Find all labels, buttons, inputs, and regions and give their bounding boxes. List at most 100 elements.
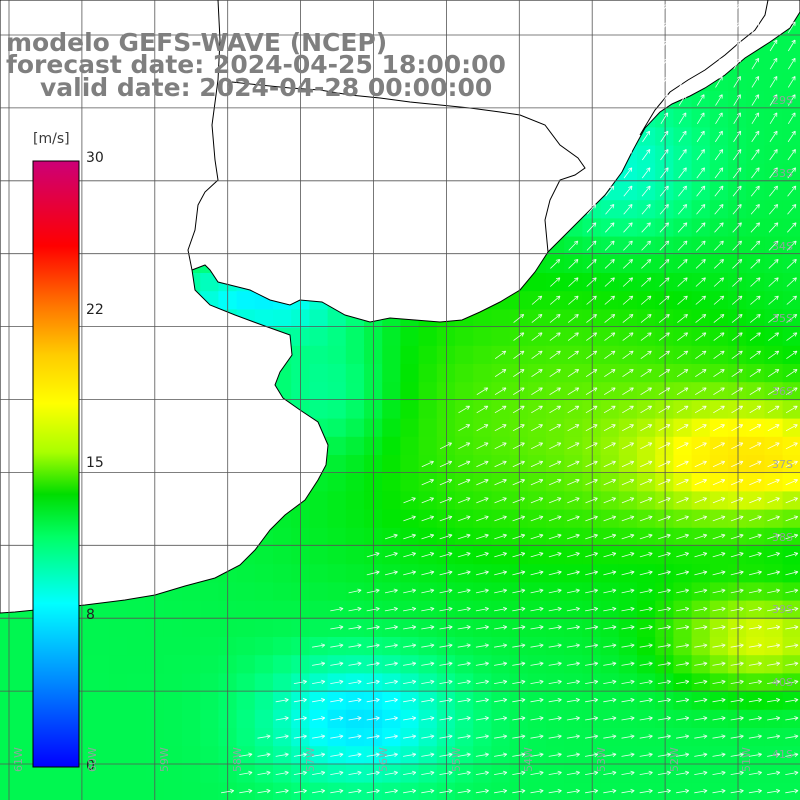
wind-arrow [330,643,344,648]
wind-arrow [566,625,580,630]
wind-cell [473,436,492,456]
wind-cell [637,236,656,256]
wind-arrow [712,716,726,721]
wind-arrow [767,442,780,450]
wind-arrow [585,734,599,739]
wind-cell [728,418,747,438]
wind-arrow [694,479,708,486]
wind-arrow [785,442,798,450]
wind-arrow [713,332,725,341]
wind-arrow [695,240,706,251]
wind-arrow [512,625,526,630]
wind-arrow [567,369,580,378]
wind-cell [309,400,329,420]
wind-arrow [312,697,326,703]
wind-arrow [785,515,799,522]
wind-arrow [750,240,761,251]
wind-arrow [785,479,799,486]
wind-arrow [659,240,670,251]
wind-cell [127,655,147,674]
wind-cell [109,764,128,784]
wind-arrow [585,515,598,522]
wind-arrow [603,479,617,486]
wind-arrow [749,460,762,468]
wind-cell [400,436,420,456]
wind-cell [600,382,620,401]
wind-arrow [767,734,781,739]
wind-arrow [694,734,708,739]
wind-arrow [512,643,526,648]
wind-arrow [769,76,778,88]
wind-cell [273,655,292,674]
wind-arrow [641,240,651,251]
wind-arrow [439,679,453,685]
colorbar-tick-8: 8 [86,607,95,623]
wind-arrow [494,533,507,540]
wind-arrow [714,149,724,161]
wind-cell [273,673,292,693]
wind-cell [728,400,747,420]
wind-arrow [457,606,471,612]
wind-arrow [767,625,781,630]
wind-arrow [642,57,650,70]
wind-cell [418,345,438,365]
wind-arrow [348,679,362,685]
wind-arrow [622,332,634,341]
wind-arrow [348,697,362,703]
wind-arrow [678,94,687,106]
wind-arrow [749,369,762,378]
wind-cell [691,309,711,329]
wind-cell [618,182,638,201]
wind-arrow [293,716,307,721]
wind-cell [709,254,729,274]
wind-arrow [604,332,616,341]
wind-cell [709,200,729,219]
wind-arrow [403,679,417,685]
wind-arrow [530,497,544,504]
wind-cell [709,91,729,110]
wind-arrow [457,734,471,739]
wind-arrow [731,369,743,378]
wind-arrow [603,770,617,776]
wind-arrow [530,770,544,776]
wind-arrow [639,697,653,703]
wind-arrow [384,606,398,612]
wind-arrow [439,734,453,739]
wind-arrow [694,643,708,648]
wind-arrow [585,387,598,396]
wind-arrow [732,185,742,197]
wind-cell [728,364,747,383]
wind-arrow [476,442,489,450]
lon-label-54w: 54W [522,747,535,772]
wind-arrow [696,57,705,70]
lat-label-36s: 36S [772,385,793,398]
wind-arrow [513,332,525,341]
wind-cell [655,291,674,310]
wind-arrow [676,570,690,576]
wind-arrow [475,661,489,667]
wind-arrow [658,369,671,378]
wind-cell [163,618,183,638]
wind-cell [182,582,201,602]
wind-arrow [494,479,507,486]
wind-arrow [366,552,380,558]
wind-arrow [549,442,562,450]
wind-arrow [384,570,398,576]
wind-cell [655,327,674,347]
wind-cell [618,273,638,292]
wind-arrow [531,424,543,432]
wind-arrow [678,149,687,161]
wind-cell [236,691,256,711]
wind-arrow [585,442,598,450]
wind-cell [709,127,729,147]
wind-cell [91,673,110,693]
wind-arrow [767,679,781,685]
wind-arrow [622,314,634,323]
wind-arrow [621,752,635,758]
wind-arrow [603,552,617,558]
wind-arrow [713,314,725,323]
wind-arrow [549,387,561,396]
wind-arrow [733,57,741,70]
wind-arrow [676,643,690,648]
wind-arrow [421,552,435,558]
